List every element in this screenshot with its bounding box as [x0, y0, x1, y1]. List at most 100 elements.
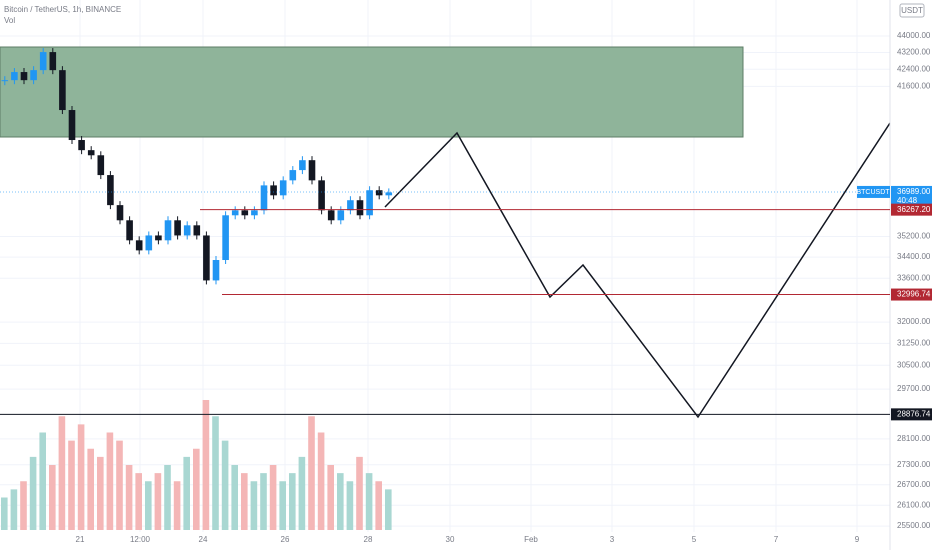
- candle: [231, 210, 239, 216]
- volume-bar: [375, 481, 382, 530]
- price-tag: [891, 408, 932, 421]
- candle: [241, 210, 249, 216]
- volume-bar: [135, 473, 142, 530]
- candle: [260, 185, 268, 211]
- candle: [270, 185, 277, 196]
- volume-bar: [269, 465, 277, 530]
- price-tag-label: 32996.74: [897, 290, 931, 299]
- symbol-tag: [857, 185, 890, 198]
- candle: [135, 240, 143, 251]
- candle: [203, 235, 210, 281]
- volume-bar: [385, 489, 392, 530]
- volume-bar: [106, 432, 114, 530]
- x-tick-label: 12:00: [130, 535, 151, 544]
- volume-bar: [337, 473, 344, 530]
- y-tick-label: 28100.00: [897, 434, 931, 443]
- candle: [11, 72, 18, 81]
- volume-bar: [183, 456, 190, 530]
- candle: [308, 160, 316, 181]
- candle: [107, 175, 114, 206]
- volume-bar: [87, 448, 94, 530]
- candle: [318, 180, 325, 211]
- price-tag-label: 36989.00: [897, 187, 931, 196]
- candle: [164, 220, 172, 241]
- volume-bar: [289, 473, 296, 530]
- y-tick-label: 29700.00: [897, 384, 931, 393]
- candle: [289, 170, 297, 181]
- volume-bar: [49, 465, 56, 530]
- volume-bar: [173, 481, 181, 530]
- candle: [126, 220, 133, 241]
- volume-bar: [29, 456, 37, 530]
- y-tick-label: 33600.00: [897, 273, 931, 282]
- volume-bar: [116, 440, 123, 530]
- volume-bar: [10, 489, 18, 530]
- x-tick-label: 21: [76, 535, 85, 544]
- x-tick-label: 7: [774, 535, 779, 544]
- candle: [30, 70, 37, 81]
- volume-bar: [125, 465, 133, 530]
- x-tick-label: 30: [446, 535, 455, 544]
- price-tag: [891, 203, 932, 216]
- currency-button-label[interactable]: USDT: [901, 6, 923, 15]
- projection-path: [384, 122, 891, 419]
- volume-bar: [1, 497, 8, 530]
- volume-bar: [77, 424, 85, 530]
- volume-bar: [145, 481, 152, 530]
- currency-button[interactable]: [899, 3, 925, 18]
- y-tick-label: 30500.00: [897, 360, 931, 369]
- candle: [155, 235, 162, 241]
- candle: [68, 110, 76, 141]
- candle: [212, 260, 220, 281]
- y-tick-label: 34400.00: [897, 252, 931, 261]
- price-tag: [891, 288, 932, 301]
- candle: [375, 190, 383, 196]
- volume-bar: [308, 416, 315, 530]
- x-tick-label: 9: [855, 535, 860, 544]
- candle: [327, 210, 335, 221]
- volume-bar: [241, 473, 248, 530]
- volume-bar: [231, 465, 238, 530]
- candle: [366, 190, 373, 216]
- indicator-label: Vol: [4, 16, 15, 25]
- candle: [49, 52, 57, 71]
- candle: [39, 52, 47, 71]
- candle: [1, 80, 9, 82]
- candle: [347, 200, 354, 211]
- candle: [279, 180, 287, 196]
- volume-bar: [346, 481, 354, 530]
- y-tick-label: 32000.00: [897, 317, 931, 326]
- supply-zone: [0, 46, 744, 138]
- candle: [385, 192, 393, 196]
- y-tick-label: 31250.00: [897, 339, 931, 348]
- candle: [78, 140, 85, 151]
- candle: [337, 210, 345, 221]
- volume-bar: [20, 481, 27, 530]
- y-tick-label: 44000.00: [897, 31, 931, 40]
- candle: [174, 220, 181, 236]
- candle: [59, 70, 66, 111]
- volume-bar: [250, 481, 258, 530]
- volume-bar: [365, 473, 373, 530]
- candle: [251, 210, 258, 216]
- candle: [193, 225, 201, 236]
- volume-bar: [154, 473, 162, 530]
- volume-bar: [97, 456, 104, 530]
- candle: [116, 205, 124, 221]
- volume-bar: [39, 432, 46, 530]
- volume-bar: [317, 432, 325, 530]
- candle: [145, 235, 153, 251]
- y-tick-label: 41600.00: [897, 82, 931, 91]
- price-tag-label: 28876.74: [897, 409, 931, 418]
- candle: [97, 155, 105, 176]
- x-tick-label: 26: [281, 535, 290, 544]
- volume-bar: [298, 456, 306, 530]
- volume-bar: [164, 465, 171, 530]
- volume-bar: [221, 440, 229, 530]
- x-tick-label: 24: [199, 535, 208, 544]
- candle: [183, 225, 191, 236]
- volume-bar: [202, 400, 210, 530]
- volume-bar: [260, 473, 267, 530]
- volume-bar: [212, 416, 219, 530]
- candle: [299, 160, 306, 171]
